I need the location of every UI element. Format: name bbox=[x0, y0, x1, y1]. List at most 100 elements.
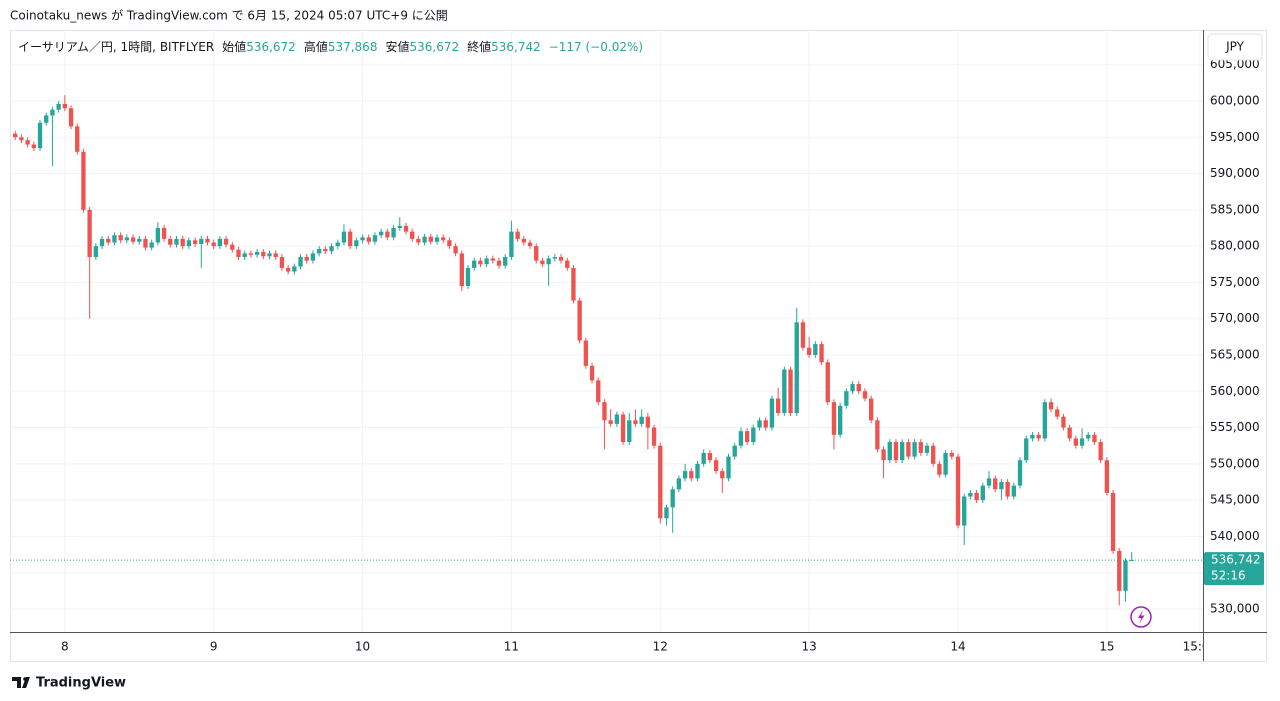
candle bbox=[701, 449, 706, 467]
candle bbox=[769, 395, 775, 431]
candle bbox=[707, 450, 713, 464]
candle bbox=[124, 234, 130, 244]
candle-body bbox=[385, 231, 390, 238]
candle-body bbox=[19, 137, 24, 141]
candle-body bbox=[50, 109, 55, 116]
candle bbox=[521, 235, 526, 246]
candle-body bbox=[856, 384, 861, 392]
candle-body bbox=[639, 416, 644, 424]
candle bbox=[620, 411, 626, 445]
legend-item-value: 536,672 bbox=[246, 40, 296, 54]
candle-body bbox=[366, 237, 371, 242]
candle-body bbox=[1110, 492, 1116, 551]
candle bbox=[800, 319, 806, 351]
candle-body bbox=[130, 237, 136, 242]
alert-bolt bbox=[1138, 610, 1145, 624]
candle bbox=[385, 228, 390, 241]
legend-item-label: 始値 bbox=[222, 39, 246, 54]
candle bbox=[19, 134, 24, 144]
candle bbox=[924, 442, 930, 456]
candle bbox=[633, 409, 638, 427]
candle-body bbox=[602, 402, 607, 421]
candle bbox=[137, 235, 142, 245]
candle-body bbox=[155, 227, 161, 243]
candle-body bbox=[205, 238, 210, 243]
candle-body bbox=[937, 463, 942, 475]
candle bbox=[335, 239, 340, 250]
candle-body bbox=[13, 133, 18, 138]
candle-body bbox=[726, 456, 731, 479]
currency-button[interactable] bbox=[1207, 33, 1263, 61]
candle bbox=[484, 255, 489, 268]
candle-body bbox=[112, 235, 117, 243]
candle bbox=[25, 137, 30, 148]
candle bbox=[496, 257, 502, 269]
candle bbox=[31, 141, 36, 152]
candle bbox=[527, 239, 533, 250]
candle-body bbox=[1073, 438, 1079, 446]
candle bbox=[347, 228, 353, 250]
candle-body bbox=[924, 445, 930, 453]
candle bbox=[509, 220, 514, 260]
candle bbox=[651, 424, 657, 449]
candle bbox=[180, 235, 185, 250]
candle-body bbox=[806, 347, 812, 355]
candle-body bbox=[329, 246, 334, 252]
candle bbox=[819, 341, 824, 366]
candle-body bbox=[87, 209, 92, 258]
candle bbox=[372, 232, 378, 245]
candle bbox=[1129, 551, 1134, 562]
candle bbox=[1067, 424, 1072, 442]
candle-body bbox=[168, 238, 173, 245]
candle bbox=[118, 232, 123, 244]
candle-body bbox=[900, 442, 905, 461]
candle bbox=[211, 239, 216, 250]
candle bbox=[608, 409, 613, 427]
candle-body bbox=[161, 227, 167, 239]
candle-body bbox=[577, 300, 582, 341]
candle bbox=[986, 471, 992, 489]
candle-body bbox=[447, 240, 452, 247]
candle-body bbox=[614, 414, 620, 424]
candle-body bbox=[800, 322, 806, 348]
candle-body bbox=[534, 246, 539, 261]
candle-body bbox=[254, 251, 260, 255]
candle-body bbox=[472, 260, 477, 268]
candle-body bbox=[453, 246, 458, 254]
candle-body bbox=[906, 442, 911, 457]
candle-body bbox=[968, 492, 973, 497]
candle-body bbox=[819, 344, 824, 363]
candle-body bbox=[701, 452, 706, 464]
candle-body bbox=[527, 242, 533, 247]
candle-body bbox=[521, 238, 526, 243]
candle-body bbox=[199, 238, 204, 244]
candle-body bbox=[1067, 427, 1072, 439]
candle-body bbox=[372, 235, 378, 242]
candle bbox=[465, 264, 471, 289]
legend-symbol: イーサリアム／円, 1時間, BITFLYER bbox=[18, 40, 214, 54]
candle bbox=[459, 250, 464, 292]
candle bbox=[143, 235, 148, 251]
candle-body bbox=[980, 485, 985, 501]
candle-body bbox=[143, 238, 148, 248]
candle bbox=[931, 442, 936, 467]
candle bbox=[428, 233, 433, 245]
candle-body bbox=[664, 507, 669, 519]
candle-body bbox=[670, 489, 675, 508]
candle-body bbox=[583, 340, 589, 366]
candle-body bbox=[1086, 434, 1091, 439]
candle-body bbox=[397, 225, 402, 228]
candle bbox=[825, 359, 830, 406]
candle-body bbox=[881, 449, 886, 461]
x-tick-label: 9 bbox=[210, 640, 218, 654]
legend-item-label: 安値 bbox=[385, 39, 409, 54]
candle-body bbox=[180, 238, 185, 247]
candle bbox=[627, 413, 632, 445]
candle-body bbox=[31, 144, 36, 149]
legend: イーサリアム／円, 1時間, BITFLYER 始値536,672 高値537,86… bbox=[18, 39, 643, 54]
candle-body bbox=[459, 253, 464, 287]
candle-body bbox=[25, 140, 30, 145]
candle bbox=[968, 489, 973, 500]
candle-body bbox=[236, 249, 241, 258]
candle bbox=[565, 257, 570, 271]
